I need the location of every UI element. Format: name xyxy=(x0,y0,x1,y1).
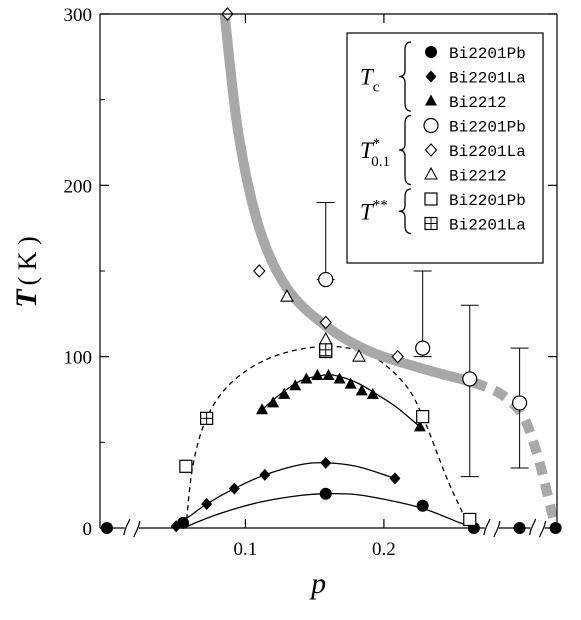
legend-entry-0-1: Bi2201La xyxy=(449,70,526,88)
legend-marker-1-0 xyxy=(423,117,439,134)
point-Tc-Bi2201Pb-2 xyxy=(416,499,429,512)
y-tick-label-1: 100 xyxy=(64,348,93,369)
legend-box xyxy=(346,32,544,264)
curve-2 xyxy=(261,374,421,428)
point-Tc-Bi2212-6 xyxy=(322,369,335,381)
legend-group-sup-1: * xyxy=(373,136,381,152)
point-Tc-Bi2212-11 xyxy=(413,420,426,432)
point-Tc-Bi2201La-1 xyxy=(201,498,213,511)
y-tick-label-2: 200 xyxy=(64,176,93,197)
axes-layer: 0 100 200 300 0.1 0.2 xyxy=(64,5,558,560)
x-axis-break-1 xyxy=(483,518,501,538)
legend-group-symbol-2: T xyxy=(360,199,375,224)
point-T01-Bi2212-0 xyxy=(280,289,294,302)
axis-labels-layer: p T ( K ) xyxy=(10,236,326,600)
legend-group-sup-2: ** xyxy=(373,197,388,213)
point-Tc-Bi2201Pb-1 xyxy=(319,487,332,500)
legend-marker-0-2 xyxy=(425,94,437,106)
point-T01-Bi2201Pb-1 xyxy=(415,340,431,356)
legend-entry-0-2: Bi2212 xyxy=(449,94,507,112)
y-tick-label-0: 0 xyxy=(83,519,93,540)
point-T-Bi2201Pb-2 xyxy=(416,410,430,424)
legend-group-label-0: Tc xyxy=(360,65,380,96)
legend-brace-1 xyxy=(398,114,412,186)
point-Tc-Bi2201La-5 xyxy=(389,472,401,485)
point-Tc-Bi2201La-0 xyxy=(170,520,182,533)
legend-entry-1-0: Bi2201Pb xyxy=(449,119,526,137)
point-T01-Bi2212-2 xyxy=(352,349,366,362)
point-T01-Bi2201Pb-0 xyxy=(318,271,334,288)
y-axis-label-symbol: T xyxy=(10,288,43,308)
point-Tc-Bi2212-3 xyxy=(289,379,302,391)
x-axis-break-0 xyxy=(123,518,141,538)
legend-group-label-1: T* 0.1 xyxy=(360,136,390,170)
curve-4 xyxy=(219,14,476,388)
y-tick-label-3: 300 xyxy=(64,5,93,26)
legend-group-label-2: T** xyxy=(360,197,388,224)
point-Tc-Bi2212-10 xyxy=(366,387,379,399)
point-T01-Bi2201La-1 xyxy=(253,264,266,278)
point-Tc-Bi2212-9 xyxy=(355,384,368,396)
x-axis-break-2 xyxy=(529,518,547,538)
point-T01-Bi2201La-2 xyxy=(319,315,332,330)
points-layer xyxy=(100,7,562,534)
legend-group-sub-1: 0.1 xyxy=(371,154,390,170)
x-tick-label-1: 0.2 xyxy=(372,539,396,560)
legend-entry-1-1: Bi2201La xyxy=(449,143,526,161)
point-Tc-Bi2212-8 xyxy=(344,377,357,389)
point-Tc-Bi2201La-2 xyxy=(228,482,240,495)
point-T01-Bi2201La-3 xyxy=(391,349,404,364)
legend-entry-1-2: Bi2212 xyxy=(449,168,507,186)
point-Tc-Bi2212-1 xyxy=(267,396,280,408)
legend-marker-0-1 xyxy=(425,70,437,83)
legend-marker-2-0 xyxy=(424,192,438,206)
legend-marker-1-2 xyxy=(424,166,438,180)
curve-5 xyxy=(471,377,557,530)
point-Tc-Bi2212-2 xyxy=(278,387,291,399)
point-T-Bi2201Pb-3 xyxy=(463,512,477,527)
point-T01-Bi2201Pb-3 xyxy=(512,395,528,411)
point-Tc-Bi2212-0 xyxy=(256,403,269,415)
legend-group-sub-0: c xyxy=(373,80,380,96)
legend-marker-0-0 xyxy=(425,46,437,58)
legend-entry-2-0: Bi2201Pb xyxy=(449,192,526,210)
legend-marker-2-1 xyxy=(424,216,438,231)
point-T01-Bi2201Pb-2 xyxy=(462,371,478,387)
legend-brace-0 xyxy=(398,41,412,112)
point-Tc-Bi2212-4 xyxy=(300,372,313,384)
legend-entry-0-0: Bi2201Pb xyxy=(449,45,526,63)
legend-marker-1-1 xyxy=(424,143,438,157)
legend-group-symbol-1: T xyxy=(360,138,375,163)
curve-0 xyxy=(182,492,479,529)
x-axis-label: p xyxy=(309,567,326,600)
y-axis-label: T ( K ) xyxy=(10,236,43,307)
point-T-Bi2201Pb-0 xyxy=(179,459,193,473)
y-axis-label-unit: ( K ) xyxy=(13,236,42,285)
legend-entry-2-1: Bi2201La xyxy=(449,217,526,235)
point-Tc-Bi2201La-3 xyxy=(259,468,271,481)
point-T-Bi2201La-0 xyxy=(200,411,214,425)
point-Tc-Bi2212-5 xyxy=(311,369,324,381)
point-Tc-Bi2201La-4 xyxy=(320,456,332,469)
point-Tc-Bi2212-7 xyxy=(333,372,346,384)
legend-brace-2 xyxy=(398,188,412,235)
x-tick-label-0: 0.1 xyxy=(234,539,258,560)
legend-group-symbol-0: T xyxy=(360,65,375,90)
point-T-Bi2201La-1 xyxy=(319,343,333,357)
